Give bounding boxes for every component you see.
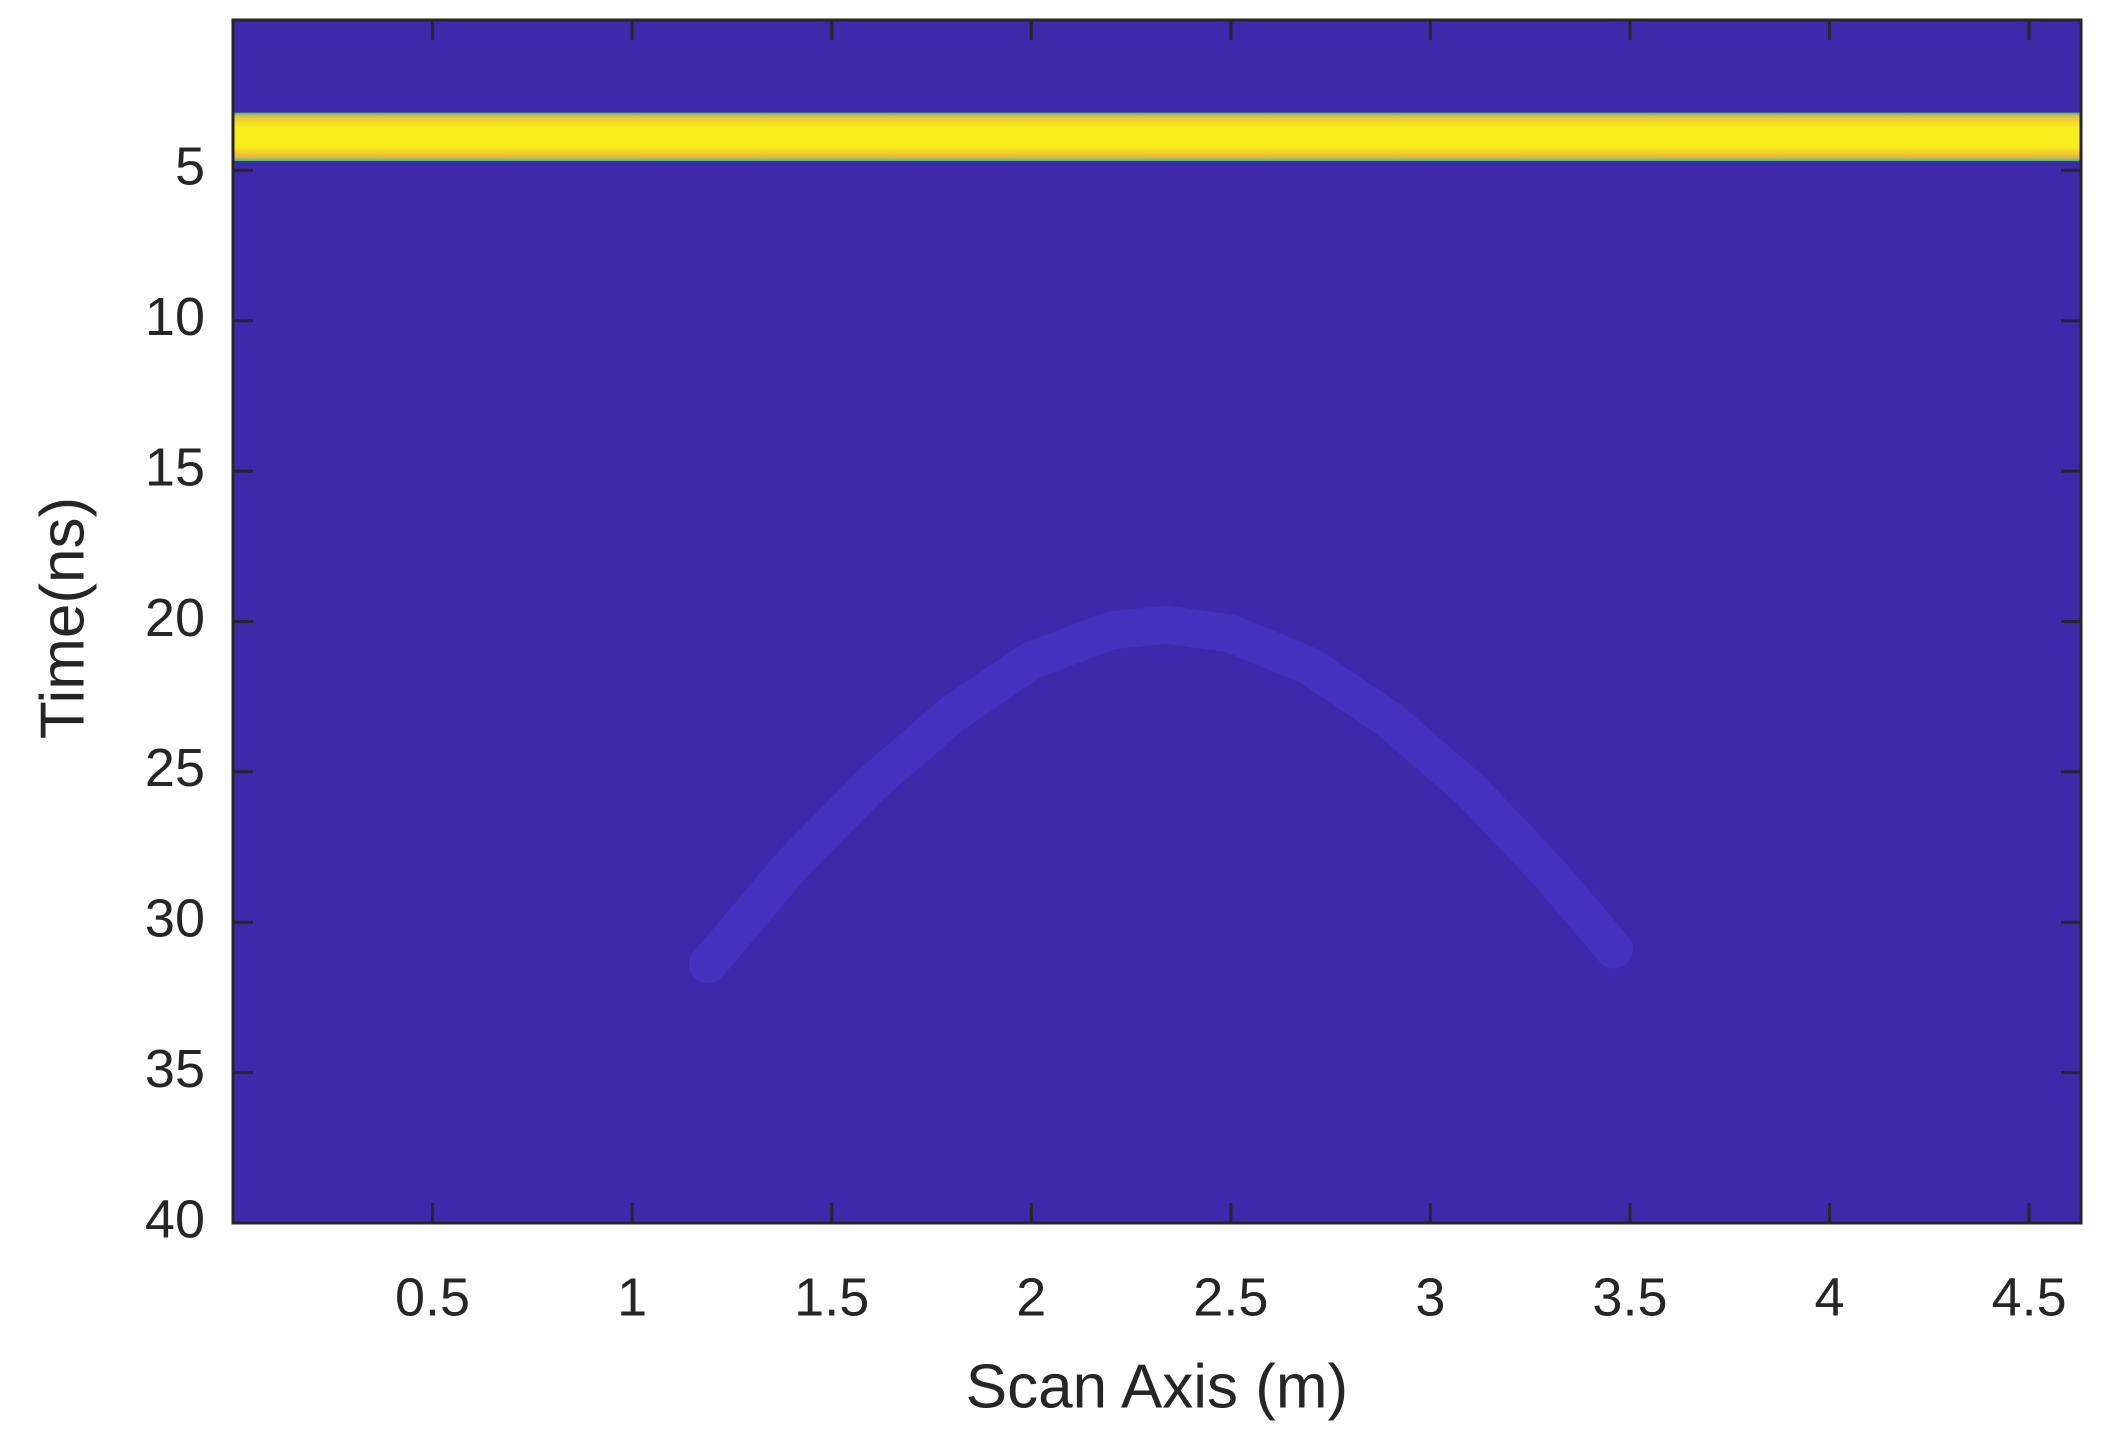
y-tick-label: 15: [145, 437, 205, 497]
x-tick-label: 4.5: [1992, 1267, 2067, 1327]
y-tick-label: 5: [175, 137, 205, 197]
hyperbola: [688, 605, 1634, 984]
x-tick-label: 3: [1415, 1267, 1445, 1327]
x-tick-label: 1: [617, 1267, 647, 1327]
direct-wave: [233, 112, 2081, 162]
y-tick-label: 30: [145, 889, 205, 949]
y-tick-label: 40: [145, 1189, 205, 1249]
y-tick-label: 35: [145, 1039, 205, 1099]
plot-area: [233, 20, 2081, 1223]
y-tick-label: 25: [145, 738, 205, 798]
y-axis-label: Time(ns): [28, 497, 97, 739]
y-tick-label: 10: [145, 287, 205, 347]
x-tick-label: 3.5: [1592, 1267, 1667, 1327]
x-tick-label: 2.5: [1193, 1267, 1268, 1327]
x-tick-label: 2: [1016, 1267, 1046, 1327]
y-tick-label: 20: [145, 588, 205, 648]
x-axis-label: Scan Axis (m): [966, 1352, 1348, 1421]
x-tick-label: 1.5: [794, 1267, 869, 1327]
x-tick-label: 4: [1815, 1267, 1845, 1327]
x-tick-label: 0.5: [395, 1267, 470, 1327]
